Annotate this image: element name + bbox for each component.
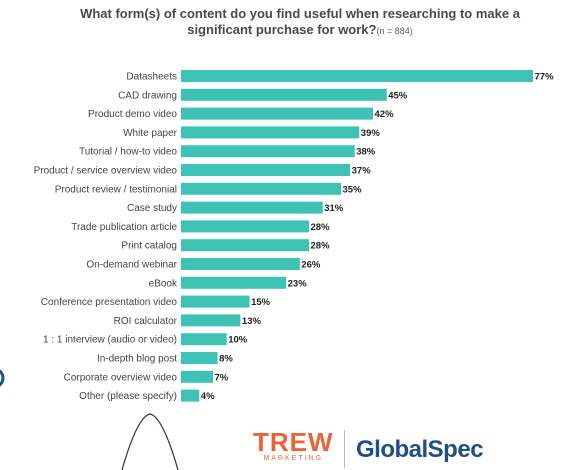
value-label: 15% [251, 297, 271, 308]
bar [181, 333, 227, 346]
chart-title-line2: significant purchase for work?(n = 884) [60, 22, 540, 39]
category-label: On-demand webinar [86, 260, 177, 271]
bar [181, 239, 309, 252]
chart-title-question: significant purchase for work? [187, 22, 377, 37]
arch-line-decoration [121, 413, 179, 470]
value-label: 10% [228, 335, 248, 346]
category-label: CAD drawing [118, 90, 177, 101]
sample-size: (n = 884) [376, 26, 413, 36]
value-label: 31% [324, 203, 344, 214]
category-label: White paper [123, 128, 178, 139]
value-label: 35% [343, 184, 363, 195]
partial-circle-decoration [0, 369, 5, 387]
value-label: 8% [219, 354, 233, 365]
bar [181, 314, 241, 327]
category-label: Datasheets [126, 72, 177, 83]
trew-logo-subtext: MARKETING [263, 455, 324, 462]
globalspec-logo: GlobalSpec [356, 436, 484, 463]
bar [181, 164, 351, 176]
category-label: In-depth blog post [97, 354, 177, 365]
category-label: Trade publication article [71, 222, 177, 233]
bar [181, 88, 387, 101]
logo-divider [344, 430, 345, 468]
bar [181, 352, 218, 364]
bar [181, 389, 200, 402]
value-label: 28% [311, 241, 331, 252]
category-label: Print catalog [121, 241, 177, 252]
bar [181, 126, 360, 139]
category-label: Other (please specify) [79, 391, 177, 402]
value-label: 77% [535, 72, 555, 83]
bar [181, 107, 373, 120]
bar [181, 258, 300, 270]
value-label: 39% [361, 128, 381, 139]
value-label: 26% [301, 260, 321, 271]
category-label: Conference presentation video [41, 297, 178, 308]
value-label: 45% [388, 90, 408, 101]
bar [181, 370, 213, 383]
chart-title: What form(s) of content do you find usef… [60, 6, 540, 39]
trew-logo-text: TREW [253, 427, 334, 457]
bar [181, 201, 323, 214]
category-label: Product demo video [88, 109, 177, 120]
value-label: 13% [242, 316, 262, 327]
value-label: 4% [201, 391, 215, 402]
category-label: Tutorial / how-to video [79, 147, 177, 158]
category-label: 1 : 1 interview (audio or video) [43, 335, 177, 346]
chart-title-line1: What form(s) of content do you find usef… [80, 6, 520, 21]
value-label: 42% [375, 109, 395, 120]
category-label: Corporate overview video [64, 372, 178, 383]
bar [181, 295, 250, 308]
bar [181, 70, 533, 82]
bar [181, 182, 341, 195]
trew-marketing-logo: TREW MARKETING [253, 427, 334, 463]
category-label: Product review / testimonial [55, 184, 177, 195]
bar [181, 145, 355, 158]
category-label: Product / service overview video [34, 166, 178, 177]
value-label: 37% [352, 166, 372, 177]
bar-chart: Datasheets 77% CAD drawing 45% Product demo … [34, 70, 555, 402]
category-label: Case study [127, 203, 177, 214]
bar [181, 220, 309, 233]
value-label: 7% [215, 372, 229, 383]
category-label: ROI calculator [114, 316, 178, 327]
value-label: 28% [311, 222, 331, 233]
bar [181, 276, 287, 289]
value-label: 23% [288, 278, 308, 289]
category-label: eBook [149, 278, 178, 289]
value-label: 38% [356, 147, 376, 158]
